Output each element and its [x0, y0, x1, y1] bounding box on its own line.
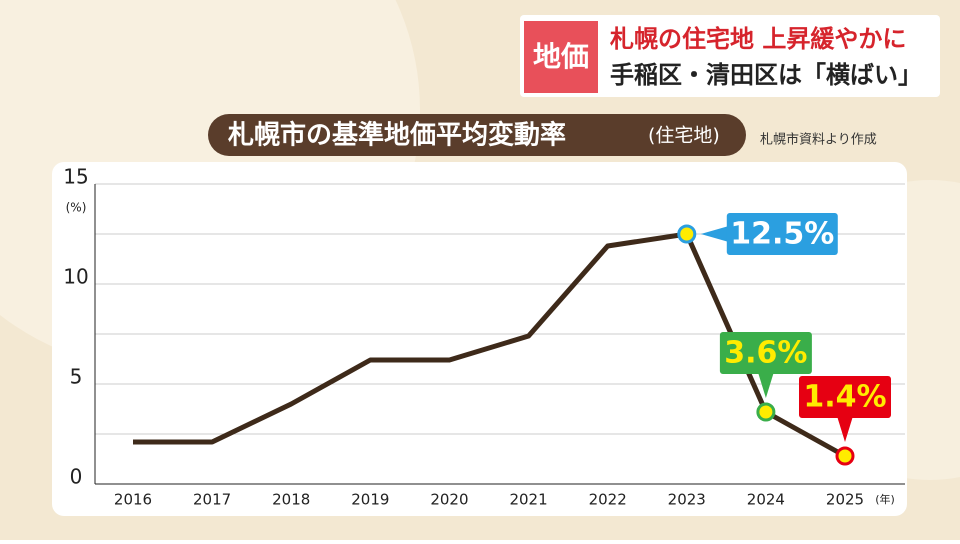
x-tick-label: 2021 — [509, 491, 547, 509]
point — [677, 224, 697, 244]
headline-box — [520, 15, 940, 97]
x-tick-label: 2024 — [747, 491, 785, 509]
subheadline: 手稲区・清田区は「横ばい」 — [610, 61, 922, 89]
value-label: 1.4% — [803, 380, 886, 415]
x-tick-label: 2023 — [668, 491, 706, 509]
x-tick-label: 2018 — [272, 491, 310, 509]
chart-title: 札幌市の基準地価平均変動率 — [228, 120, 566, 151]
value-label: 12.5% — [730, 217, 834, 252]
y-unit: (%) — [66, 201, 87, 215]
callout-box — [799, 376, 891, 418]
y-tick-label: 10 — [63, 265, 88, 289]
x-tick-label: 2017 — [193, 491, 231, 509]
callout-box — [726, 213, 838, 255]
tag-box — [524, 21, 598, 93]
y-tick-label: 15 — [63, 165, 88, 189]
y-tick-label: 5 — [70, 365, 83, 389]
tag: 地価 — [533, 40, 589, 73]
title-pill — [208, 114, 746, 156]
x-tick-label: 2020 — [430, 491, 468, 509]
line — [133, 231, 847, 459]
x-tick-label: 2019 — [351, 491, 389, 509]
callout-box — [719, 332, 812, 374]
callout-tail — [757, 372, 774, 398]
title-note: (住宅地) — [648, 125, 720, 147]
source: 札幌市資料より作成 — [760, 132, 877, 148]
x-tick-label: 2025 — [826, 491, 864, 509]
x-unit: (年) — [875, 492, 895, 506]
x-tick-label: 2022 — [589, 491, 627, 509]
y-tick-label: 0 — [70, 465, 83, 489]
point — [756, 402, 776, 422]
headline: 札幌の住宅地 上昇緩やかに — [609, 25, 906, 53]
point — [835, 446, 855, 466]
x-tick-label: 2016 — [114, 491, 152, 509]
callout-tail — [700, 226, 729, 242]
callout-tail — [837, 416, 853, 442]
value-label: 3.6% — [724, 336, 807, 371]
